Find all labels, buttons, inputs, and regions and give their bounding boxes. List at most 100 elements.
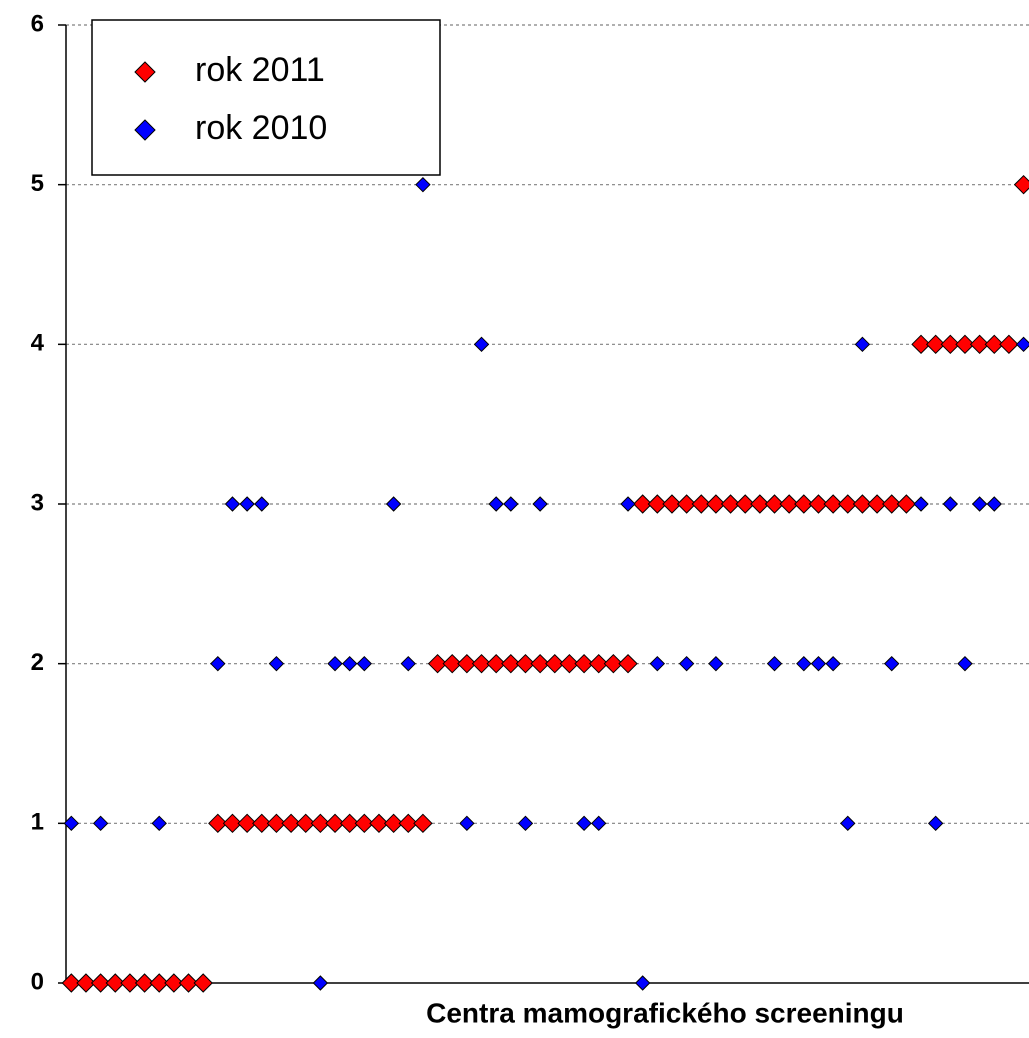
legend: rok 2011 rok 2010: [91, 19, 441, 176]
point: [632, 494, 653, 514]
point: [149, 973, 169, 993]
point: [986, 496, 1002, 512]
point: [984, 334, 1004, 355]
point: [620, 496, 636, 512]
y-tick-label: 5: [31, 170, 44, 197]
point: [796, 655, 812, 672]
point: [942, 496, 959, 512]
point: [442, 653, 462, 674]
legend-label: rok 2011: [195, 51, 325, 89]
point: [473, 336, 490, 353]
point: [810, 655, 827, 672]
point: [779, 494, 799, 514]
point: [341, 655, 358, 672]
point: [634, 975, 651, 991]
point: [794, 494, 814, 514]
point: [838, 494, 858, 514]
point: [691, 494, 711, 514]
point: [356, 655, 373, 672]
point: [957, 655, 973, 672]
point: [224, 496, 241, 512]
point: [63, 815, 80, 832]
point: [969, 334, 990, 355]
point: [193, 973, 213, 993]
point: [854, 336, 871, 353]
point: [750, 494, 770, 514]
point: [999, 334, 1019, 355]
point: [210, 655, 226, 672]
point: [400, 655, 416, 672]
point: [413, 813, 433, 834]
y-tick-label: 4: [31, 330, 45, 357]
legend-marker: [134, 61, 156, 83]
point: [867, 494, 887, 514]
point: [488, 496, 504, 512]
point: [369, 813, 389, 834]
point: [913, 496, 929, 512]
point: [576, 815, 592, 832]
point: [383, 813, 404, 834]
y-tick-label: 3: [31, 489, 44, 516]
point: [927, 815, 944, 832]
point: [486, 653, 506, 674]
point: [911, 334, 931, 355]
point: [296, 813, 316, 834]
point: [459, 815, 475, 832]
point: [503, 496, 519, 512]
point: [589, 653, 609, 674]
point: [415, 176, 431, 193]
point: [971, 496, 988, 512]
point: [281, 813, 301, 834]
point: [310, 813, 331, 834]
point: [840, 815, 856, 832]
point: [237, 813, 257, 834]
y-tick-label: 2: [31, 649, 44, 676]
point: [222, 813, 243, 834]
point: [515, 653, 536, 674]
point: [354, 813, 375, 834]
point: [254, 496, 270, 512]
point: [825, 655, 841, 672]
point: [545, 653, 565, 674]
point: [574, 653, 594, 674]
point: [268, 655, 285, 672]
point: [501, 653, 521, 674]
point: [457, 653, 477, 674]
y-tick-label: 1: [31, 809, 44, 836]
legend-box: [91, 19, 441, 176]
point: [120, 973, 140, 993]
point: [385, 496, 402, 512]
point: [852, 494, 873, 514]
point: [603, 653, 624, 674]
point: [312, 975, 329, 991]
point: [676, 494, 697, 514]
legend-label: rok 2010: [195, 109, 327, 147]
point: [720, 494, 741, 514]
point: [706, 494, 726, 514]
point: [517, 815, 534, 832]
point: [808, 494, 829, 514]
point: [252, 813, 272, 834]
point: [398, 813, 418, 834]
point: [766, 655, 783, 672]
point: [239, 496, 255, 512]
point: [884, 655, 900, 672]
point: [178, 973, 199, 993]
point: [647, 494, 668, 514]
point: [427, 653, 448, 674]
point: [735, 494, 755, 514]
point: [325, 813, 345, 834]
point: [208, 813, 228, 834]
point: [823, 494, 843, 514]
point: [92, 815, 109, 832]
point: [90, 973, 111, 993]
point: [266, 813, 287, 834]
point: [882, 494, 902, 514]
point: [662, 494, 682, 514]
point: [134, 973, 155, 993]
point: [105, 973, 125, 993]
x-axis-label: Centra mamografického screeningu: [426, 997, 904, 1028]
point: [76, 973, 96, 993]
point: [532, 496, 548, 512]
